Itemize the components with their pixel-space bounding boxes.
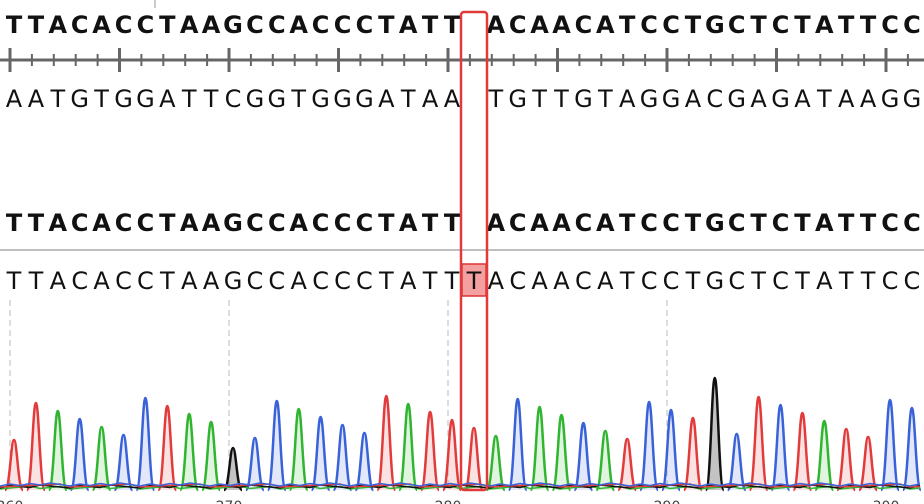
position-label: 280	[435, 499, 462, 504]
peak	[726, 432, 747, 492]
peak	[135, 396, 156, 492]
peak	[178, 412, 200, 492]
peak	[682, 416, 704, 492]
position-label: 300	[873, 499, 900, 504]
peak	[616, 437, 638, 492]
peak	[354, 431, 375, 492]
peak	[91, 425, 112, 492]
peak	[573, 421, 594, 492]
peak	[397, 402, 419, 492]
peak	[901, 406, 923, 492]
peak	[244, 436, 266, 492]
peak	[551, 413, 572, 492]
peak	[638, 400, 660, 492]
peak	[222, 446, 244, 492]
peak	[814, 419, 835, 492]
peak	[310, 415, 331, 492]
peak	[113, 433, 134, 492]
peak	[595, 429, 616, 492]
peak	[529, 405, 550, 492]
peak	[3, 438, 25, 492]
peak	[463, 426, 485, 492]
peak	[770, 403, 791, 492]
peak	[660, 408, 682, 492]
peak	[507, 397, 528, 492]
peak	[288, 407, 309, 492]
peak	[25, 401, 47, 492]
position-guides	[9, 300, 668, 490]
peak	[748, 395, 769, 492]
complement-sequence: AATGTGGATTCGGTGGGATAA TGTTGTAGGACGAGATAA…	[6, 85, 921, 113]
peak	[835, 427, 857, 492]
peak	[266, 399, 288, 492]
peak	[485, 434, 507, 492]
peak	[419, 410, 441, 492]
position-label: 260	[0, 499, 23, 504]
peak	[376, 394, 397, 492]
peak	[704, 376, 726, 492]
chromatogram	[0, 376, 923, 492]
position-label: 270	[216, 499, 243, 504]
position-axis: 260 270 280 290 300	[0, 499, 899, 504]
peak	[441, 418, 463, 492]
position-label: 290	[654, 499, 681, 504]
selection-column[interactable]	[459, 10, 489, 492]
reference-sequence: TTACACCTAAGCCACCCTATT ACAACATCCTGCTCTATT…	[6, 11, 921, 39]
peak	[47, 409, 69, 492]
peak	[857, 435, 879, 492]
peak	[200, 420, 222, 492]
peak	[879, 398, 901, 492]
consensus-sequence: TTACACCTAAGCCACCCTATT ACAACATCCTGCTCTATT…	[6, 209, 921, 237]
peak	[332, 423, 353, 492]
peak	[157, 404, 178, 492]
peak	[792, 411, 813, 492]
peak	[69, 417, 90, 492]
